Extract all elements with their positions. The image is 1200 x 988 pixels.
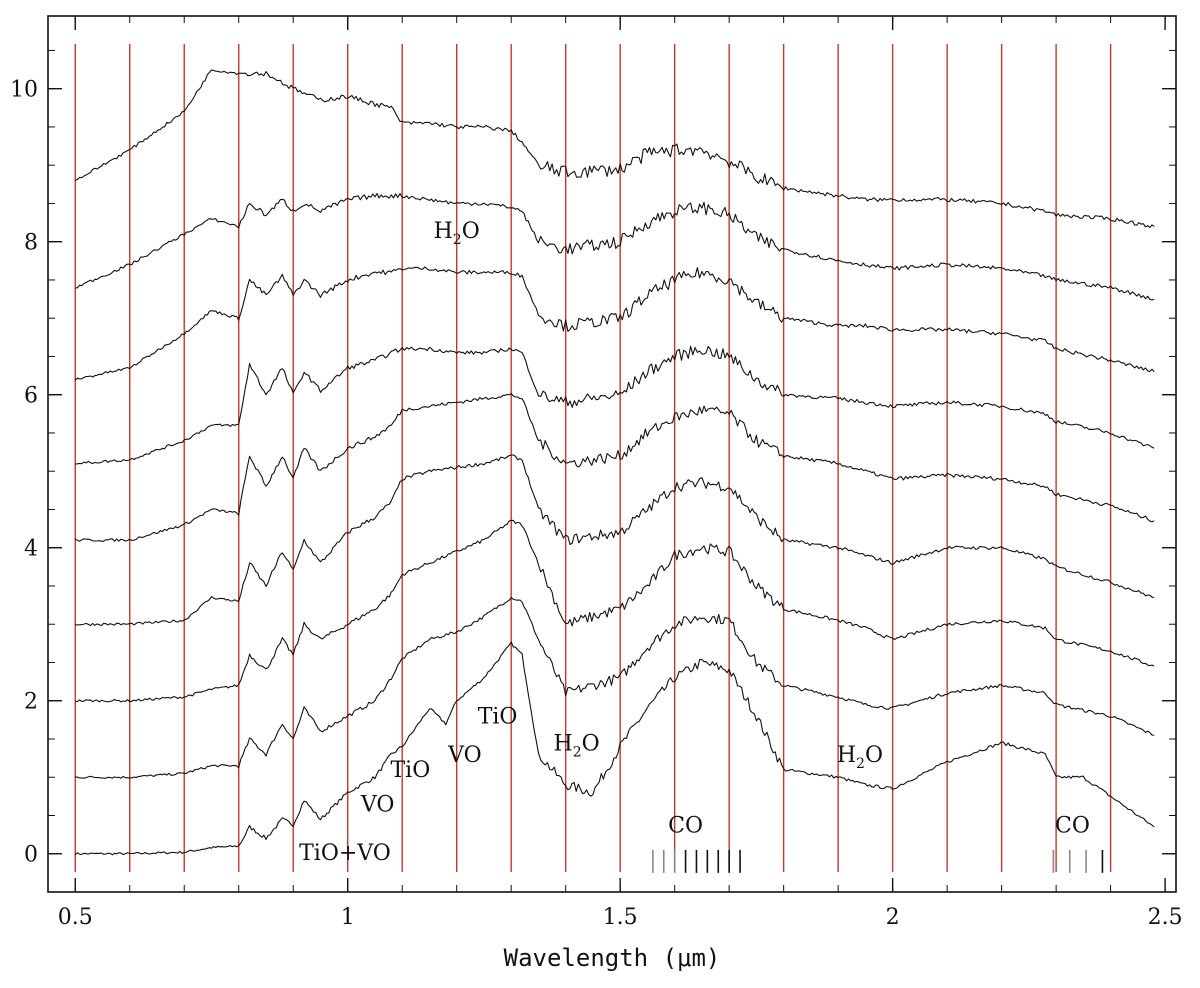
spectrum-line bbox=[75, 519, 1155, 703]
x-tick-label: 2.5 bbox=[1148, 905, 1183, 930]
molecule-label: VO bbox=[360, 793, 395, 818]
spectrum-line bbox=[75, 69, 1155, 229]
molecule-label: TiO+VO bbox=[299, 841, 391, 866]
spectrum-line bbox=[74, 266, 1155, 381]
x-tick-label: 1.5 bbox=[603, 905, 638, 930]
plot-frame bbox=[47, 15, 1177, 893]
co-bandhead-ticks bbox=[652, 849, 1104, 873]
spectra-series bbox=[74, 69, 1155, 856]
x-axis-title: Wavelength (μm) bbox=[504, 944, 721, 972]
molecule-label: H2O bbox=[837, 743, 883, 772]
y-tick-label: 2 bbox=[24, 690, 38, 715]
molecule-label: CO bbox=[1055, 813, 1090, 838]
y-tick-label: 10 bbox=[10, 78, 38, 103]
spectrum-line bbox=[75, 345, 1155, 465]
spectrum-line bbox=[75, 454, 1155, 627]
molecule-label: TiO bbox=[391, 758, 431, 783]
axis-ticks: 0.5 1 1.5 2 2.5 0 2 4 6 8 10 bbox=[10, 16, 1183, 930]
spectrum-line bbox=[74, 393, 1155, 542]
x-tick-label: 2 bbox=[886, 905, 900, 930]
molecule-label: H2O bbox=[434, 219, 480, 248]
molecule-label: TiO bbox=[478, 705, 518, 730]
molecule-label: CO bbox=[668, 813, 703, 838]
y-tick-label: 4 bbox=[24, 537, 38, 562]
spectrum-line bbox=[74, 641, 1155, 856]
x-tick-label: 1 bbox=[341, 905, 355, 930]
molecule-label: VO bbox=[447, 743, 482, 768]
annotations: H2O TiO+VO VO TiO VO TiO H2O CO H2O CO bbox=[299, 219, 1090, 866]
spectrum-line bbox=[75, 596, 1155, 779]
y-tick-label: 8 bbox=[24, 231, 38, 256]
spectrum-line bbox=[75, 192, 1155, 301]
x-tick-label: 0.5 bbox=[58, 905, 93, 930]
y-tick-label: 0 bbox=[24, 843, 38, 868]
molecule-label: H2O bbox=[554, 731, 600, 760]
y-tick-label: 6 bbox=[24, 384, 38, 409]
